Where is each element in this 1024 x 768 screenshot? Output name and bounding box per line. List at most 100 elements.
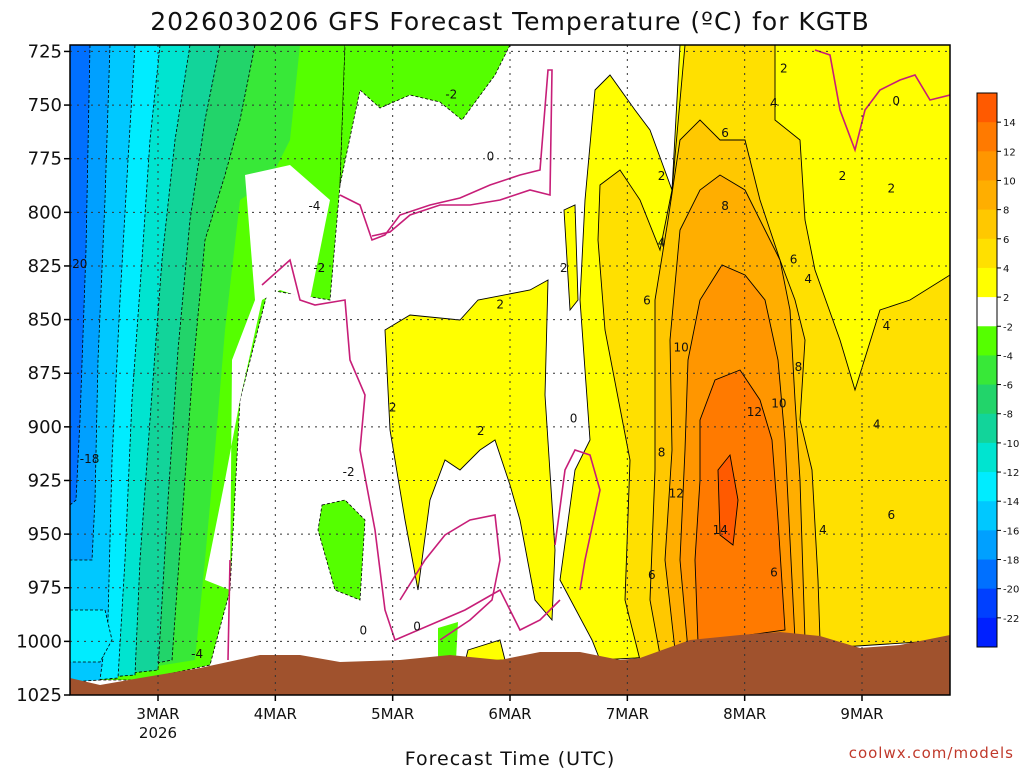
colorbar-swatch bbox=[977, 472, 997, 502]
contour-label: 0 bbox=[413, 619, 421, 633]
x-tick-label-4MAR: 4MAR bbox=[254, 705, 297, 723]
colorbar-label: 8 bbox=[1003, 206, 1009, 217]
contour-label: 0 bbox=[360, 624, 368, 638]
x-tick-label-8MAR: 8MAR bbox=[723, 705, 766, 723]
y-tick-label-800: 800 bbox=[28, 202, 62, 223]
colorbar-swatch bbox=[977, 355, 997, 386]
y-tick-label-925: 925 bbox=[28, 470, 62, 491]
colorbar-swatch bbox=[977, 326, 997, 356]
contour-label: 10 bbox=[673, 340, 688, 354]
colorbar-swatch bbox=[977, 151, 997, 181]
colorbar-swatch bbox=[977, 209, 997, 240]
colorbar-swatch bbox=[977, 530, 997, 561]
contour-label: 8 bbox=[658, 446, 666, 460]
colorbar-swatch bbox=[977, 297, 997, 327]
contour-label: 2 bbox=[496, 298, 504, 312]
x-tick-label-9MAR: 9MAR bbox=[840, 705, 883, 723]
colorbar-swatch bbox=[977, 122, 997, 152]
y-tick-label-900: 900 bbox=[28, 417, 62, 438]
y-tick-label-875: 875 bbox=[28, 363, 62, 384]
x-tick-year: 2026 bbox=[139, 724, 177, 742]
colorbar-label: -6 bbox=[1003, 381, 1013, 392]
contour-label: 6 bbox=[888, 508, 896, 522]
contour-label: -2 bbox=[343, 465, 355, 479]
y-tick-label-750: 750 bbox=[28, 95, 62, 116]
colorbar-swatch bbox=[977, 588, 997, 619]
x-tick-label-7MAR: 7MAR bbox=[606, 705, 649, 723]
colorbar-label: -8 bbox=[1003, 410, 1013, 421]
colorbar-label: 4 bbox=[1003, 264, 1009, 275]
contour-label: 0 bbox=[892, 94, 900, 108]
colorbar-label: 14 bbox=[1003, 118, 1016, 129]
colorbar-label: -18 bbox=[1003, 556, 1019, 567]
colorbar-swatch bbox=[977, 93, 997, 123]
zero-degree-contours bbox=[227, 49, 950, 661]
colorbar-swatch bbox=[977, 180, 997, 211]
band-12 bbox=[694, 369, 786, 643]
contour-label: 4 bbox=[804, 272, 812, 286]
y-tick-label-1025: 1025 bbox=[16, 685, 62, 706]
contour-label: 20 bbox=[72, 257, 87, 271]
colorbar-label: -2 bbox=[1003, 322, 1013, 333]
contour-label: -2 bbox=[445, 87, 457, 101]
y-tick-label-975: 975 bbox=[28, 578, 62, 599]
y-tick-label-950: 950 bbox=[28, 524, 62, 545]
contour-label: 4 bbox=[883, 319, 891, 333]
colorbar-swatch bbox=[977, 413, 997, 444]
colorbar-swatch bbox=[977, 238, 997, 269]
contour-label: 10 bbox=[771, 396, 786, 410]
colorbar-label: 2 bbox=[1003, 293, 1009, 304]
contour-label: 8 bbox=[721, 199, 729, 213]
colorbar-label: -22 bbox=[1003, 614, 1019, 625]
contour-label: 2 bbox=[780, 62, 788, 76]
contour-label: 6 bbox=[790, 253, 798, 267]
contour-label: 2 bbox=[389, 401, 397, 415]
contour-label: -4 bbox=[191, 647, 203, 661]
contour-label: -4 bbox=[308, 199, 320, 213]
colorbar-label: 6 bbox=[1003, 235, 1009, 246]
contour-label: -2 bbox=[313, 261, 325, 275]
credit-text: coolwx.com/models bbox=[849, 744, 1014, 762]
colorbar: 14 12 10 8 6 4 2 -2 -4 -6 -8 -10 -12 -14 -16 -18 -20 -22 bbox=[976, 92, 1019, 648]
y-tick-label-775: 775 bbox=[28, 149, 62, 170]
colorbar-label: 10 bbox=[1003, 176, 1016, 187]
colorbar-label: -10 bbox=[1003, 439, 1019, 450]
x-tick-label-6MAR: 6MAR bbox=[488, 705, 531, 723]
terrain bbox=[70, 632, 950, 695]
colorbar-label: -4 bbox=[1003, 351, 1013, 362]
chart-title: 2026030206 GFS Forecast Temperature (ºC)… bbox=[150, 7, 869, 36]
y-tick-label-850: 850 bbox=[28, 310, 62, 331]
y-tick-label-825: 825 bbox=[28, 256, 62, 277]
colorbar-label: -12 bbox=[1003, 468, 1019, 479]
contour-label: 8 bbox=[795, 360, 803, 374]
contour-label: 2 bbox=[839, 169, 847, 183]
cold-air-field bbox=[70, 45, 346, 683]
colorbar-label: -20 bbox=[1003, 585, 1019, 596]
contour-label: 2 bbox=[888, 182, 896, 196]
colorbar-label: -14 bbox=[1003, 497, 1019, 508]
contour-label: 0 bbox=[570, 411, 578, 425]
x-axis-title: Forecast Time (UTC) bbox=[405, 748, 615, 768]
contour-label: 0 bbox=[487, 150, 495, 164]
colorbar-swatch bbox=[977, 559, 997, 590]
contour-label: 12 bbox=[747, 405, 762, 419]
contour-label: 2 bbox=[477, 424, 485, 438]
contour-label: -18 bbox=[80, 452, 100, 466]
contour-label: 4 bbox=[873, 418, 881, 432]
x-tick-label-3MAR: 3MAR bbox=[136, 705, 179, 723]
contour-label: 12 bbox=[669, 486, 684, 500]
contour-label: 6 bbox=[770, 566, 778, 580]
colorbar-swatch bbox=[977, 384, 997, 415]
colorbar-swatch bbox=[977, 617, 997, 647]
contour-label: 6 bbox=[721, 126, 729, 140]
contour-label: 4 bbox=[819, 523, 827, 537]
y-tick-label-725: 725 bbox=[28, 41, 62, 62]
contour-label: 4 bbox=[770, 96, 778, 110]
colorbar-label: -16 bbox=[1003, 526, 1019, 537]
contour-label: 4 bbox=[658, 235, 666, 249]
contour-label: 14 bbox=[713, 523, 728, 537]
